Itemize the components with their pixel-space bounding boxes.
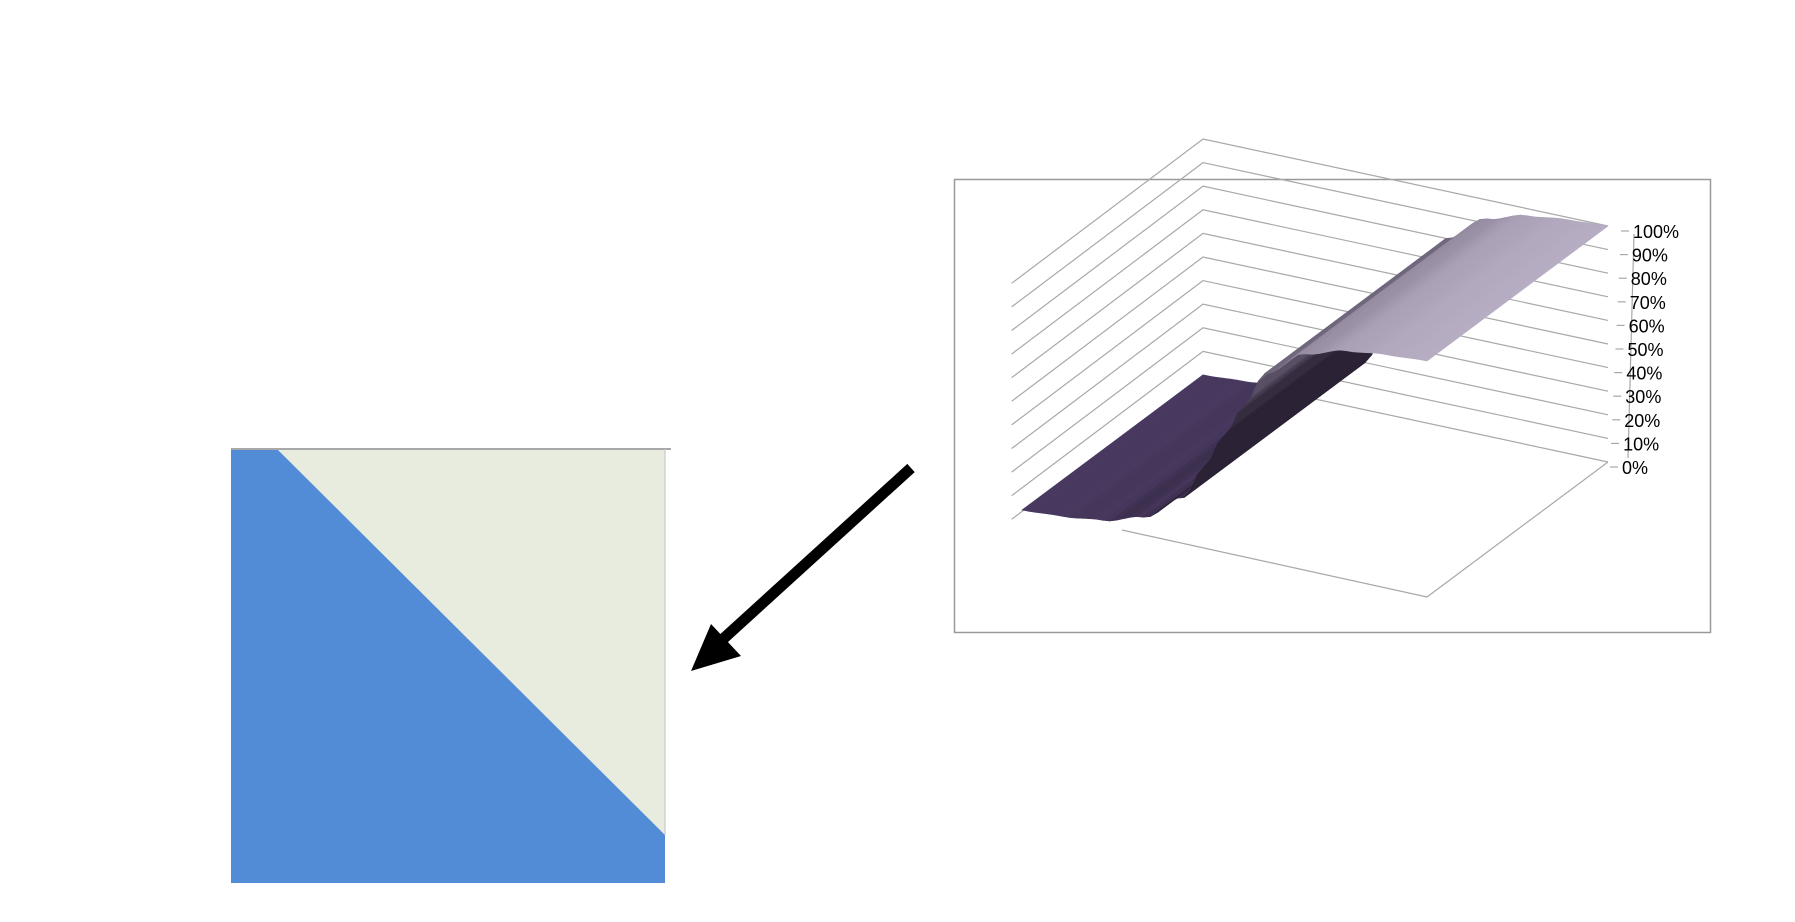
- surface-strip: [1419, 224, 1609, 362]
- gridline: [1011, 327, 1609, 473]
- chart-tick-labels: 0% 10% 20% 30% 40% 50% 60% 70% 80% 90% 100%: [1622, 222, 1679, 478]
- z-axis-line: [1627, 233, 1635, 459]
- arrow-shaft: [718, 463, 915, 645]
- gridline: [1011, 350, 1609, 497]
- square-blue-triangle: [231, 450, 665, 883]
- gridline: [1011, 138, 1609, 284]
- z-tick-label: 60%: [1629, 316, 1665, 336]
- z-tick-label: 50%: [1628, 340, 1664, 360]
- arrow-down-left-icon: [691, 463, 915, 671]
- floor-front-edge: [1121, 529, 1428, 598]
- split-square: [231, 448, 671, 883]
- chart-axes: [1121, 230, 1635, 598]
- z-tick-label: 10%: [1623, 434, 1659, 454]
- gridline: [1011, 303, 1609, 449]
- z-tick-label: 40%: [1626, 364, 1662, 384]
- floor-right-edge: [1426, 461, 1609, 598]
- z-tick-label: 100%: [1633, 222, 1679, 242]
- z-tick-label: 20%: [1624, 411, 1660, 431]
- gridline: [1011, 279, 1609, 426]
- z-tick-label: 30%: [1625, 387, 1661, 407]
- z-tick-label: 0%: [1622, 458, 1648, 478]
- arrow-head: [691, 624, 741, 671]
- chart-surface: [1021, 214, 1609, 522]
- z-tick-label: 90%: [1632, 246, 1668, 266]
- z-tick-label: 80%: [1631, 269, 1667, 289]
- gridline: [1011, 161, 1609, 308]
- z-tick-label: 70%: [1630, 293, 1666, 313]
- surface-chart: 0% 10% 20% 30% 40% 50% 60% 70% 80% 90% 100%: [953, 138, 1712, 634]
